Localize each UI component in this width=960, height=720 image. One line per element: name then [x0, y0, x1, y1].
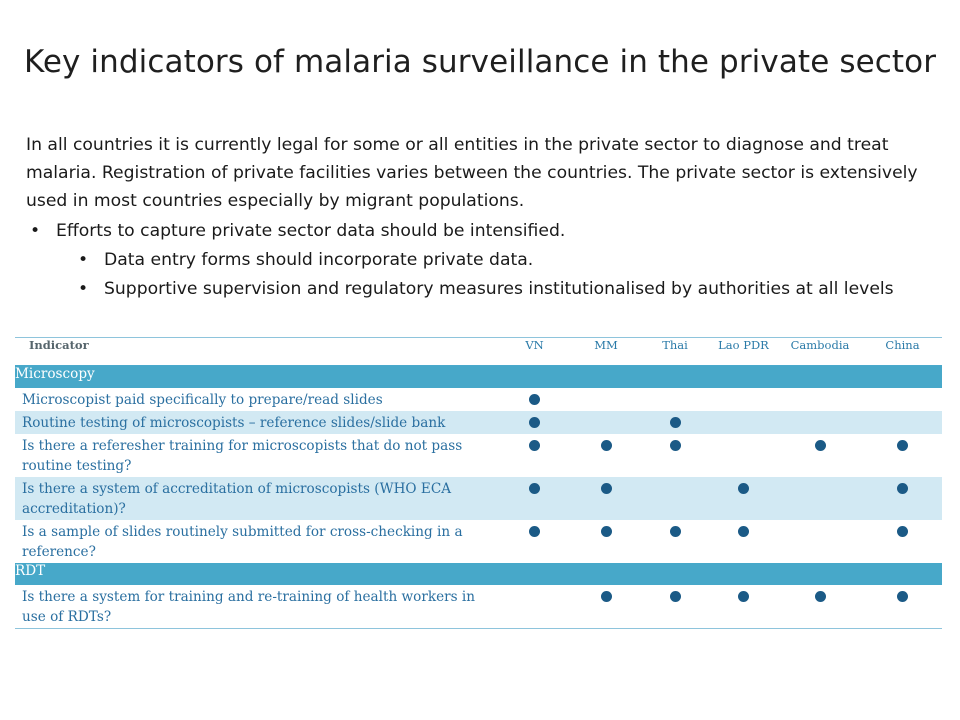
subbullet-data-entry: • Data entry forms should incorporate pr… [78, 246, 928, 274]
bullet-text: Supportive supervision and regulatory me… [104, 279, 894, 299]
country-cell [572, 411, 640, 434]
indicator-label: Is a sample of slides routinely submitte… [22, 524, 463, 560]
country-cell [640, 434, 710, 477]
filled-circle-icon [897, 440, 908, 451]
header-thai: Thai [640, 337, 710, 366]
country-cell [777, 411, 863, 434]
country-cell [640, 411, 710, 434]
country-cell [640, 477, 710, 520]
country-cell [497, 388, 572, 411]
country-cell [777, 434, 863, 477]
header-china: China [863, 337, 942, 366]
filled-circle-icon [738, 591, 749, 602]
filled-circle-icon [814, 440, 826, 451]
section-row: RDT [15, 563, 942, 585]
country-cell [710, 477, 777, 520]
country-cell [863, 411, 942, 434]
filled-circle-icon [897, 483, 908, 494]
header-vn: VN [497, 337, 572, 366]
section-label: Microscopy [15, 365, 942, 388]
filled-circle-icon [529, 440, 540, 451]
section-label: RDT [15, 563, 942, 585]
country-cell [572, 520, 640, 563]
bullet-text: Data entry forms should incorporate priv… [104, 250, 534, 270]
country-cell [640, 520, 710, 563]
indicator-label: Microscopist paid specifically to prepar… [22, 392, 383, 408]
table-row: Is there a referesher training for micro… [15, 434, 942, 477]
indicator-table: Indicator VN MM Thai Lao PDR Cambodia Ch… [15, 337, 942, 629]
filled-circle-icon [600, 526, 612, 537]
filled-circle-icon [897, 591, 908, 602]
country-cell [497, 434, 572, 477]
table-body: Microscopy Microscopist paid specifically… [15, 365, 942, 629]
table-row: Is a sample of slides routinely submitte… [15, 520, 942, 563]
bullet-marker: • [78, 279, 89, 299]
header-lao-pdr: Lao PDR [710, 337, 777, 366]
country-cell [497, 520, 572, 563]
section-row: Microscopy [15, 365, 942, 388]
table-row: Is there a system of accreditation of mi… [15, 477, 942, 520]
header-cambodia: Cambodia [777, 337, 863, 366]
filled-circle-icon [669, 417, 681, 428]
country-cell [863, 434, 942, 477]
filled-circle-icon [529, 526, 540, 537]
country-cell [710, 434, 777, 477]
bullet-text: Efforts to capture private sector data s… [56, 221, 566, 241]
filled-circle-icon [600, 440, 612, 451]
filled-circle-icon [669, 526, 681, 537]
indicator-label: Is there a system for training and re-tr… [15, 585, 497, 629]
filled-circle-icon [529, 394, 540, 405]
country-cell [863, 585, 942, 629]
indicator-label: Is there a referesher training for micro… [22, 438, 463, 474]
country-cell [863, 388, 942, 411]
filled-circle-icon [738, 526, 749, 537]
country-cell [777, 388, 863, 411]
slide-title: Key indicators of malaria surveillance i… [23, 44, 937, 80]
country-cell [777, 585, 863, 629]
country-cell [640, 585, 710, 629]
country-cell [777, 520, 863, 563]
country-cell [710, 388, 777, 411]
country-cell [497, 411, 572, 434]
country-cell [640, 388, 710, 411]
indicator-label: Routine testing of microscopists – refer… [15, 411, 497, 434]
country-cell [572, 434, 640, 477]
filled-circle-icon [600, 483, 612, 494]
table-header: Indicator VN MM Thai Lao PDR Cambodia Ch… [15, 337, 942, 366]
filled-circle-icon [897, 526, 908, 537]
country-cell [710, 585, 777, 629]
filled-circle-icon [738, 483, 749, 494]
bullet-marker: • [78, 250, 89, 270]
filled-circle-icon [529, 417, 540, 428]
country-cell [777, 477, 863, 520]
country-cell [572, 477, 640, 520]
filled-circle-icon [529, 483, 540, 494]
header-indicator: Indicator [15, 337, 497, 366]
country-cell [710, 411, 777, 434]
table-row: Is there a system for training and re-tr… [15, 585, 942, 629]
table-row: Routine testing of microscopists – refer… [15, 411, 942, 434]
filled-circle-icon [669, 591, 681, 602]
country-cell [497, 477, 572, 520]
country-cell [863, 520, 942, 563]
filled-circle-icon [814, 591, 826, 602]
country-cell [572, 388, 640, 411]
filled-circle-icon [600, 591, 612, 602]
filled-circle-icon [669, 440, 681, 451]
bullet-efforts: • Efforts to capture private sector data… [30, 217, 910, 245]
country-cell [863, 477, 942, 520]
table-row: Microscopist paid specifically to prepar… [15, 388, 942, 411]
intro-paragraph: In all countries it is currently legal f… [26, 135, 918, 211]
country-cell [572, 585, 640, 629]
subbullet-supervision: • Supportive supervision and regulatory … [78, 275, 928, 303]
indicator-label: Is there a system of accreditation of mi… [15, 477, 497, 520]
country-cell [710, 520, 777, 563]
bullet-marker: • [30, 221, 41, 241]
country-cell [497, 585, 572, 629]
header-mm: MM [572, 337, 640, 366]
